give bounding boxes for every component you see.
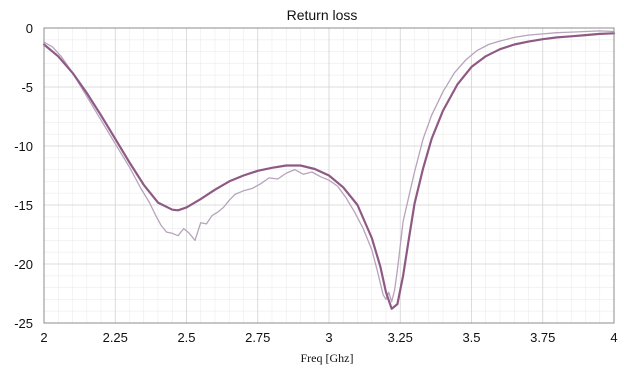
y-tick-label: -25	[14, 316, 33, 331]
series-line-measured	[43, 30, 615, 303]
x-axis-label: Freq [Ghz]	[301, 351, 354, 365]
y-tick-label: -15	[14, 198, 33, 213]
y-tick-label: -10	[14, 139, 33, 154]
y-tick-label: 0	[26, 21, 33, 36]
x-tick-label: 3.25	[388, 330, 413, 345]
series-layer	[42, 30, 616, 310]
tick-labels: 2 2.25 2.5 2.75 3 3.25 3.5 3.75 4 0 -5 -10 -15 -20 -25	[14, 21, 617, 345]
x-tick-label: 2.5	[177, 330, 195, 345]
y-tick-label: -20	[14, 257, 33, 272]
x-tick-label: 3.75	[530, 330, 555, 345]
series-line-simulated	[42, 32, 616, 310]
y-tick-label: -5	[21, 80, 33, 95]
x-tick-label: 4	[610, 330, 617, 345]
x-tick-label: 2.25	[103, 330, 128, 345]
chart-title: Return loss	[287, 7, 358, 23]
x-tick-label: 2	[40, 330, 47, 345]
x-tick-label: 3.5	[462, 330, 480, 345]
plot-frame	[43, 27, 615, 324]
x-tick-label: 2.75	[245, 330, 270, 345]
x-tick-label: 3	[325, 330, 332, 345]
